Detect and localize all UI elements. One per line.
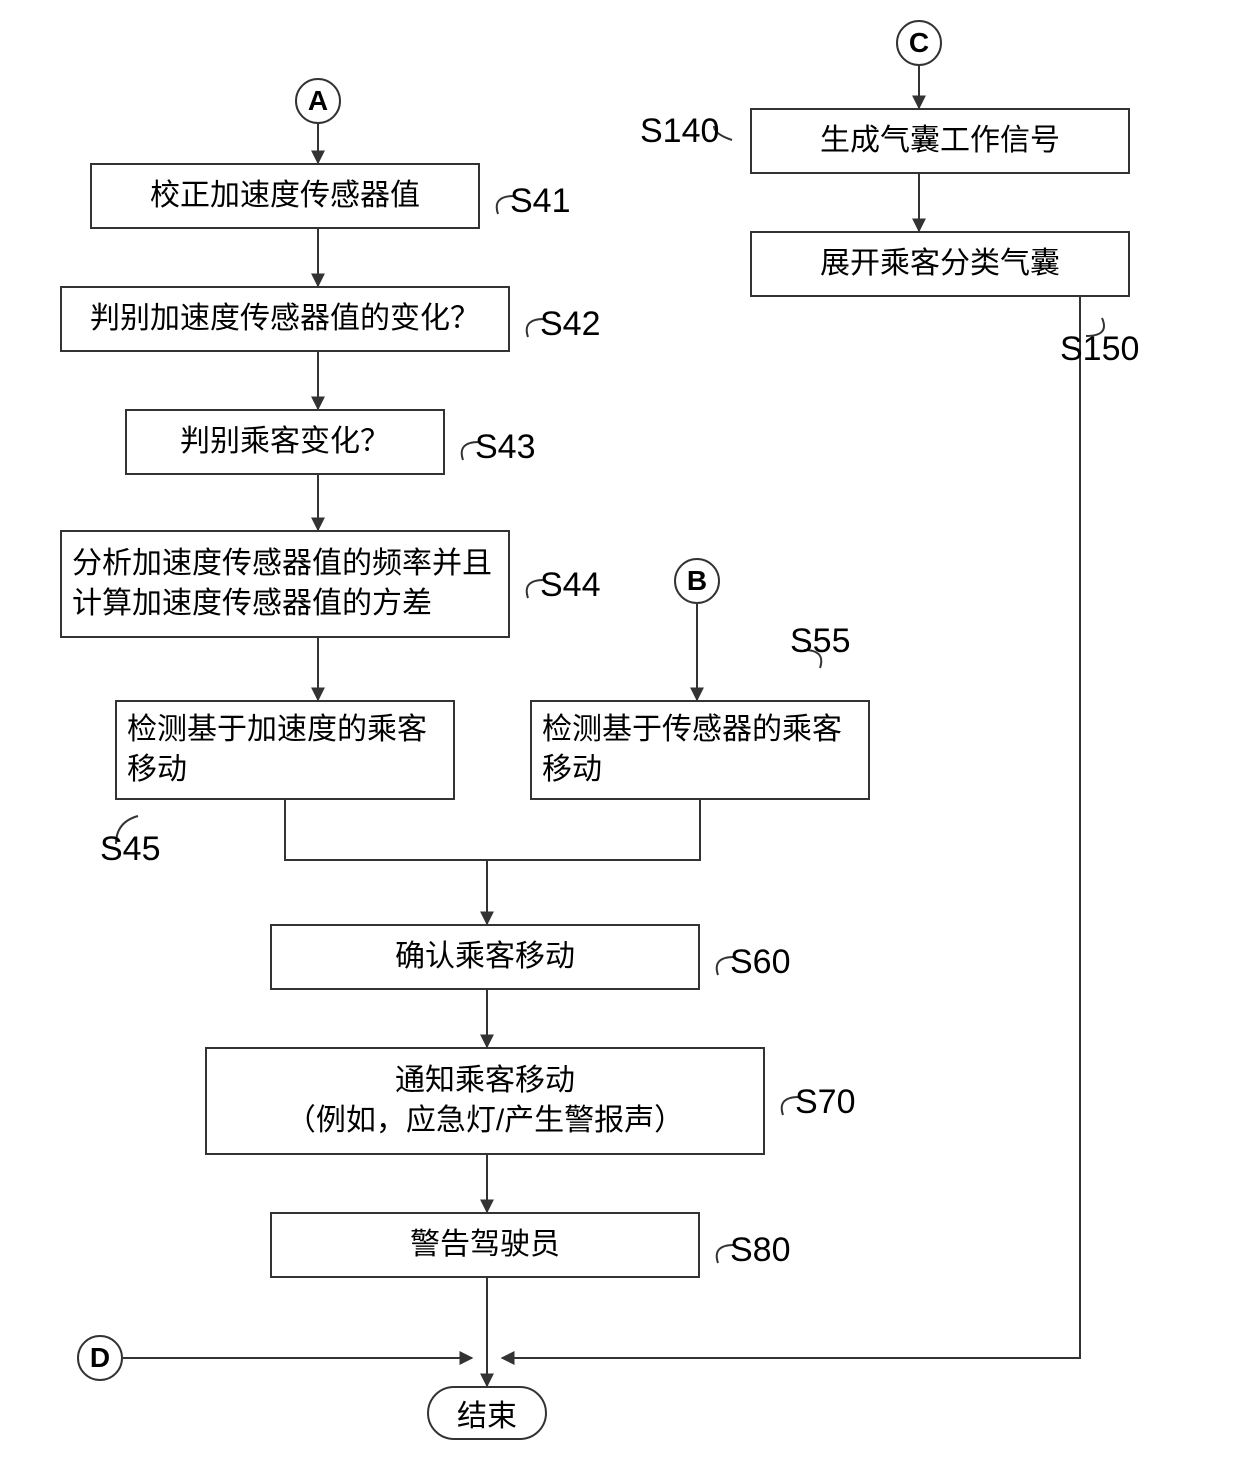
label-s45: S45	[100, 830, 161, 869]
node-s42: 判别加速度传感器值的变化？	[60, 286, 510, 352]
connector-d: D	[77, 1335, 123, 1381]
node-s55: 检测基于传感器的乘客移动	[530, 700, 870, 800]
label-s140: S140	[640, 112, 719, 151]
connector-c: C	[896, 20, 942, 66]
label-s60: S60	[730, 943, 791, 982]
node-s45: 检测基于加速度的乘客移动	[115, 700, 455, 800]
node-s150: 展开乘客分类气囊	[750, 231, 1130, 297]
edge-s55-join	[487, 800, 700, 860]
node-s80: 警告驾驶员	[270, 1212, 700, 1278]
node-s41: 校正加速度传感器值	[90, 163, 480, 229]
terminator-end: 结束	[427, 1386, 547, 1440]
node-s44: 分析加速度传感器值的频率并且计算加速度传感器值的方差	[60, 530, 510, 638]
node-s43: 判别乘客变化？	[125, 409, 445, 475]
node-s60: 确认乘客移动	[270, 924, 700, 990]
edge-s150-merge	[502, 297, 1080, 1358]
label-s43: S43	[475, 428, 536, 467]
label-s70: S70	[795, 1083, 856, 1122]
label-s42: S42	[540, 305, 601, 344]
label-s44: S44	[540, 566, 601, 605]
connector-b: B	[674, 558, 720, 604]
label-s41: S41	[510, 182, 571, 221]
node-s70: 通知乘客移动 （例如，应急灯/产生警报声）	[205, 1047, 765, 1155]
label-s55: S55	[790, 622, 851, 661]
label-s80: S80	[730, 1231, 791, 1270]
edge-s45-join	[285, 800, 487, 860]
node-s140: 生成气囊工作信号	[750, 108, 1130, 174]
connector-a: A	[295, 78, 341, 124]
label-s150: S150	[1060, 330, 1139, 369]
